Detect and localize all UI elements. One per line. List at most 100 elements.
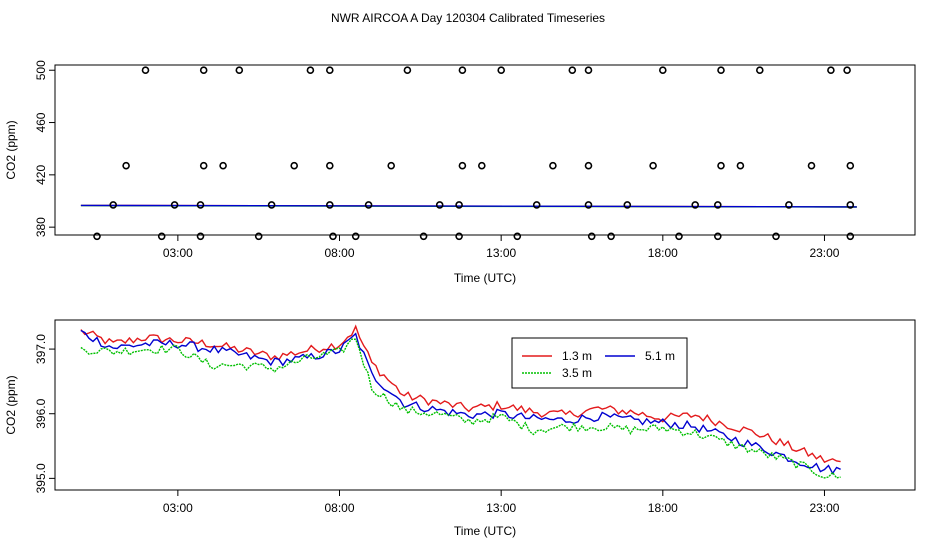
top-y-tick-label: 500: [34, 60, 48, 80]
bottom-x-tick-label: 03:00: [163, 501, 193, 515]
bottom-y-tick-label: 395.0: [34, 463, 48, 493]
top-marker: [325, 201, 334, 209]
top-x-tick-label: 03:00: [163, 246, 193, 260]
top-marker: [807, 161, 816, 170]
bottom-plot-area: [80, 324, 841, 479]
top-marker: [846, 201, 855, 209]
legend-box: [511, 337, 688, 389]
page-title: NWR AIRCOA A Day 120304 Calibrated Times…: [331, 11, 605, 25]
bottom-y-axis-label: CO2 (ppm): [4, 375, 18, 434]
top-marker: [196, 201, 205, 209]
top-marker: [364, 201, 373, 209]
top-marker: [785, 201, 793, 209]
legend: 1.3 m 5.1 m 3.5 m: [511, 337, 688, 389]
bottom-plot-frame: [54, 319, 916, 491]
top-marker: [351, 232, 360, 241]
top-marker: [549, 161, 557, 170]
top-marker: [196, 232, 205, 241]
bottom-series-3-5-m: [80, 338, 841, 479]
bottom-y-axis: 395.0 396.0 397.0: [34, 334, 55, 493]
top-marker: [109, 201, 117, 209]
top-marker: [455, 232, 463, 241]
top-marker: [458, 161, 467, 170]
top-marker: [713, 201, 722, 209]
top-y-axis-label: CO2 (ppm): [4, 120, 18, 179]
bottom-x-axis: 03:00 08:00 13:00 18:00 23:00: [163, 490, 840, 515]
top-x-axis-label: Time (UTC): [454, 271, 516, 285]
top-marker: [170, 201, 179, 209]
top-marker: [717, 66, 725, 74]
top-marker: [827, 66, 835, 74]
top-marker: [568, 66, 577, 74]
bottom-panel: 03:00 08:00 13:00 18:00 23:00 395.0 396.0 397.…: [4, 319, 916, 538]
top-marker: [843, 66, 851, 74]
top-marker: [141, 66, 150, 74]
top-plot-frame: [54, 64, 916, 236]
top-marker: [306, 66, 315, 74]
top-marker: [675, 232, 683, 241]
top-marker: [93, 232, 101, 241]
top-x-axis: 03:00 08:00 13:00 18:00 23:00: [163, 235, 840, 260]
top-marker: [532, 201, 541, 209]
top-marker: [623, 201, 632, 209]
top-series-5-1-m: [80, 204, 857, 208]
top-x-tick-label: 23:00: [809, 246, 839, 260]
top-marker: [219, 161, 227, 170]
top-marker: [329, 232, 337, 241]
bottom-x-axis-label: Time (UTC): [454, 524, 516, 538]
top-marker: [157, 232, 166, 241]
top-plot-area: [80, 66, 857, 241]
top-marker: [607, 232, 615, 241]
top-y-tick-label: 420: [34, 165, 48, 185]
top-marker: [435, 201, 444, 209]
top-marker: [713, 232, 722, 241]
top-marker: [403, 66, 412, 74]
top-marker: [199, 161, 208, 170]
top-marker: [846, 232, 855, 241]
legend-label-1-3m: 1.3 m: [562, 349, 592, 363]
bottom-y-tick-label: 397.0: [34, 334, 48, 364]
top-marker: [846, 161, 855, 170]
top-marker: [290, 161, 299, 170]
top-y-tick-label: 460: [34, 112, 48, 132]
top-marker: [235, 66, 244, 74]
top-marker: [122, 161, 130, 170]
top-marker: [325, 66, 334, 74]
top-x-tick-label: 18:00: [648, 246, 678, 260]
top-marker: [584, 66, 593, 74]
top-marker: [477, 161, 486, 170]
bottom-x-tick-label: 13:00: [486, 501, 516, 515]
top-marker: [254, 232, 263, 241]
legend-label-5-1m: 5.1 m: [645, 349, 675, 363]
bottom-x-tick-label: 18:00: [648, 501, 678, 515]
top-marker: [584, 161, 593, 170]
top-marker: [691, 201, 700, 209]
top-marker: [497, 66, 506, 74]
top-marker: [458, 66, 467, 74]
bottom-series-5-1-m: [80, 329, 841, 475]
top-marker: [199, 66, 208, 74]
top-marker: [755, 66, 764, 74]
top-marker: [387, 161, 396, 170]
top-marker: [587, 232, 596, 241]
bottom-x-tick-label: 23:00: [809, 501, 839, 515]
legend-label-3-5m: 3.5 m: [562, 366, 592, 380]
top-marker: [267, 201, 276, 209]
top-marker: [584, 201, 593, 209]
top-marker: [455, 201, 463, 209]
bottom-y-tick-label: 396.0: [34, 398, 48, 428]
top-marker: [325, 161, 334, 170]
top-marker: [736, 161, 745, 170]
top-x-tick-label: 08:00: [324, 246, 354, 260]
bottom-x-tick-label: 08:00: [324, 501, 354, 515]
top-y-tick-label: 380: [34, 217, 48, 237]
top-marker: [649, 161, 657, 170]
top-marker: [513, 232, 522, 241]
top-marker: [658, 66, 667, 74]
top-y-axis: 380 420 460 500: [34, 60, 55, 237]
top-marker: [772, 232, 780, 241]
top-marker: [419, 232, 428, 241]
top-panel: 03:00 08:00 13:00 18:00 23:00 380 420 460 500 T…: [4, 60, 916, 285]
bottom-series-1-3-m: [80, 324, 841, 464]
